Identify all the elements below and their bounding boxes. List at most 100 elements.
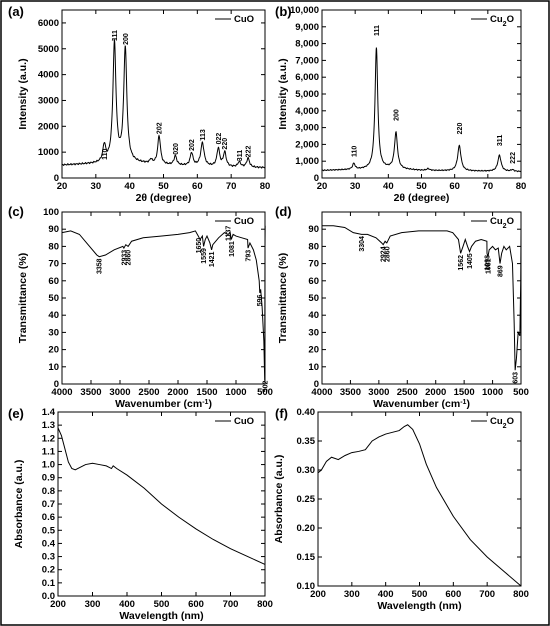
peak-label-a: 202 (157, 122, 164, 134)
x-tick-label-d: 2000 (425, 387, 446, 398)
x-tick-label-a: 20 (57, 181, 68, 192)
y-tick-label-d: 40 (308, 310, 319, 321)
x-tick-label-f: 200 (310, 589, 326, 600)
legend-label-d: Cu2O (490, 216, 514, 230)
y-tick-label-a: 6000 (38, 18, 59, 29)
x-tick-label-c: 2000 (167, 387, 188, 398)
peak-label-c: 1421 (209, 251, 216, 267)
y-tick-label-c: 100 (43, 207, 59, 218)
y-tick-label-e: 1.0 (42, 460, 55, 471)
y-tick-label-d: 80 (308, 241, 319, 252)
y-tick-label-d: 20 (308, 345, 319, 356)
x-tick-label-f: 700 (479, 589, 495, 600)
y-tick-label-b: 3,000 (295, 123, 319, 134)
x-axis-title-a: 2θ (degree) (136, 192, 192, 204)
peak-label-c: 1650 (196, 238, 203, 254)
x-tick-label-f: 800 (513, 589, 529, 600)
y-tick-label-b: 6,000 (295, 72, 319, 83)
x-tick-label-b: 60 (449, 181, 460, 192)
y-tick-label-e: 0.5 (42, 525, 56, 536)
peak-label-d: 1081 (485, 258, 492, 274)
x-tick-label-b: 20 (317, 181, 328, 192)
x-tick-label-c: 3000 (109, 387, 130, 398)
x-tick-label-a: 40 (124, 181, 135, 192)
peak-label-b: 111 (374, 25, 381, 36)
y-tick-label-c: 0 (54, 379, 59, 390)
legend-label-c: CuO (234, 216, 254, 227)
panel-label-a: (a) (8, 4, 24, 19)
x-tick-label-d: 1500 (454, 387, 475, 398)
peak-label-d: 869 (498, 265, 505, 277)
chart-panel-f: (f) 200 300 400 500 600 700 800 0.10 0.15 0.20 0.25… (273, 406, 529, 612)
y-tick-label-c: 70 (48, 259, 59, 270)
peak-label-b: 110 (351, 146, 358, 157)
y-tick-label-b: 1,000 (295, 156, 319, 167)
x-tick-label-d: 3000 (368, 387, 389, 398)
y-tick-label-c: 40 (48, 310, 59, 321)
series-line-d (322, 225, 522, 371)
y-tick-label-b: 9,000 (295, 22, 319, 33)
x-tick-label-e: 700 (223, 599, 239, 610)
y-tick-label-b: 7,000 (295, 55, 319, 66)
y-tick-label-a: 3000 (38, 95, 59, 106)
x-axis-title-d: Wavenumber (cm-1) (373, 398, 470, 410)
panel-label-d: (d) (275, 204, 292, 219)
x-tick-label-c: 4000 (51, 387, 72, 398)
panel-label-e: (e) (8, 406, 24, 421)
x-axis-title-f: Wavelength (nm) (377, 600, 461, 612)
peak-label-c: 2933 (121, 250, 128, 266)
x-tick-label-d: 3500 (340, 387, 361, 398)
x-tick-label-d: 500 (513, 387, 529, 398)
y-tick-label-c: 20 (48, 345, 59, 356)
x-tick-label-b: 40 (383, 181, 394, 192)
peak-label-b: 311 (497, 135, 504, 146)
x-tick-label-c: 2500 (138, 387, 159, 398)
y-tick-label-a: 4000 (38, 70, 59, 81)
peak-label-c: 502 (262, 380, 269, 392)
x-tick-label-c: 1000 (225, 387, 246, 398)
peak-label-a: 113 (200, 129, 207, 140)
series-line-e (57, 427, 266, 565)
y-axis-title-a: Intensity (a.u.) (17, 58, 29, 129)
y-tick-label-e: 1.3 (42, 420, 55, 431)
x-tick-label-d: 1000 (482, 387, 503, 398)
y-tick-label-f: 0.25 (297, 494, 316, 505)
x-tick-label-e: 300 (85, 599, 101, 610)
peak-label-c: 1137 (226, 226, 233, 241)
x-tick-label-a: 50 (158, 181, 169, 192)
peak-label-d: 2924 (381, 246, 388, 262)
y-tick-label-c: 80 (48, 241, 59, 252)
peak-label-d: 1562 (458, 255, 465, 271)
peak-label-a: 020 (173, 143, 180, 155)
x-tick-label-b: 70 (483, 181, 494, 192)
x-tick-label-e: 600 (188, 599, 204, 610)
x-tick-label-f: 400 (378, 589, 394, 600)
y-tick-label-c: 10 (48, 362, 59, 373)
chart-panel-d: (d) 4000 3500 3000 2500 2000 1500 1000 500 0 10 20 3… (275, 204, 529, 410)
y-tick-label-d: 30 (308, 327, 319, 338)
y-tick-label-b: 4,000 (295, 106, 319, 117)
x-axis-title-c: Wavenumber (cm-1) (115, 398, 212, 410)
series-line-a (61, 38, 266, 169)
x-tick-label-d: 4000 (311, 387, 332, 398)
y-tick-label-e: 0.0 (42, 591, 55, 602)
peak-label-c: 2860 (126, 250, 133, 266)
y-tick-label-f: 0.15 (297, 552, 316, 563)
peak-label-d: 2860 (384, 246, 391, 262)
x-tick-label-f: 500 (412, 589, 428, 600)
chart-panel-b: (b) 20 30 40 50 60 70 80 0 1,000 2,000 3,000 4,000 5,… (275, 4, 526, 204)
peak-label-d: 1098 (484, 255, 491, 271)
x-tick-label-c: 500 (257, 387, 273, 398)
y-tick-label-e: 0.1 (42, 578, 56, 589)
chart-panel-e: (e) 200 300 400 500 600 700 800 0.0 0.1 0.2 0.3 0.4 0… (8, 406, 273, 622)
x-axis-title-e: Wavelength (nm) (119, 610, 203, 622)
plot-frame-d (321, 211, 522, 385)
y-tick-label-c: 50 (48, 293, 59, 304)
y-axis-title-c: Transmittance (%) (17, 253, 29, 343)
y-tick-label-b: 2,000 (295, 139, 319, 150)
peak-label-d: 3304 (359, 236, 366, 252)
y-tick-label-e: 0.8 (42, 486, 55, 497)
y-tick-label-b: 10,000 (290, 5, 319, 16)
series-line-f (317, 424, 522, 587)
